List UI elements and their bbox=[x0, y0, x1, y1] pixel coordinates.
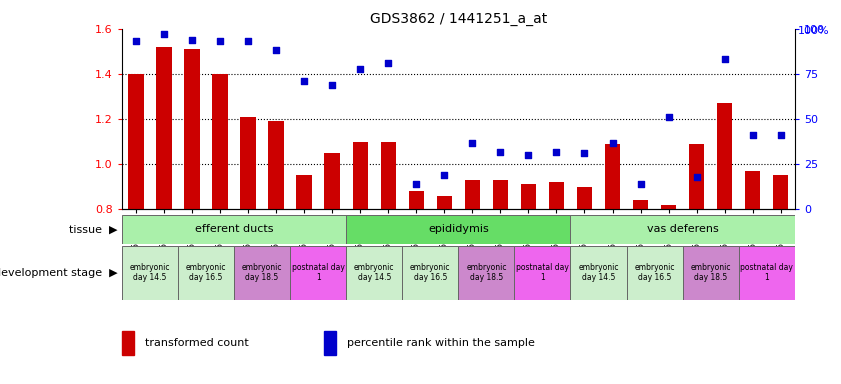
Point bbox=[774, 132, 787, 138]
Bar bbox=[178, 246, 234, 300]
Bar bbox=[632, 200, 648, 209]
Point bbox=[578, 150, 591, 156]
Point bbox=[662, 114, 675, 120]
Text: embryonic
day 18.5: embryonic day 18.5 bbox=[466, 263, 506, 282]
Text: embryonic
day 18.5: embryonic day 18.5 bbox=[242, 263, 283, 282]
Bar bbox=[515, 246, 570, 300]
Point bbox=[746, 132, 759, 138]
Bar bbox=[605, 144, 621, 209]
Text: embryonic
day 14.5: embryonic day 14.5 bbox=[130, 263, 170, 282]
Text: epididymis: epididymis bbox=[428, 224, 489, 235]
Point bbox=[606, 139, 619, 146]
Bar bbox=[717, 103, 733, 209]
Point bbox=[130, 38, 143, 45]
Bar bbox=[268, 121, 283, 209]
Point bbox=[634, 181, 648, 187]
Bar bbox=[212, 74, 228, 209]
Text: embryonic
day 14.5: embryonic day 14.5 bbox=[579, 263, 619, 282]
Bar bbox=[184, 49, 199, 209]
Bar bbox=[409, 191, 424, 209]
Point bbox=[410, 181, 423, 187]
Text: embryonic
day 16.5: embryonic day 16.5 bbox=[634, 263, 674, 282]
Point bbox=[214, 38, 227, 45]
Bar bbox=[128, 74, 144, 209]
Point bbox=[157, 31, 171, 37]
Bar bbox=[661, 205, 676, 209]
Bar bbox=[577, 187, 592, 209]
Bar bbox=[380, 142, 396, 209]
Text: percentile rank within the sample: percentile rank within the sample bbox=[347, 338, 535, 348]
Text: postnatal day
1: postnatal day 1 bbox=[516, 263, 569, 282]
Text: tissue  ▶: tissue ▶ bbox=[69, 224, 118, 235]
Point bbox=[241, 38, 255, 45]
Bar bbox=[290, 246, 346, 300]
Point bbox=[690, 174, 703, 180]
Bar bbox=[156, 47, 172, 209]
Text: efferent ducts: efferent ducts bbox=[195, 224, 273, 235]
Point bbox=[521, 152, 535, 158]
Bar bbox=[458, 246, 515, 300]
Bar bbox=[122, 331, 134, 355]
Text: embryonic
day 14.5: embryonic day 14.5 bbox=[354, 263, 394, 282]
Bar bbox=[122, 246, 178, 300]
Point bbox=[466, 139, 479, 146]
Point bbox=[185, 36, 198, 43]
Point bbox=[382, 60, 395, 66]
Bar bbox=[324, 331, 336, 355]
Bar bbox=[346, 215, 570, 244]
Bar bbox=[402, 246, 458, 300]
Bar bbox=[325, 153, 340, 209]
Text: embryonic
day 18.5: embryonic day 18.5 bbox=[690, 263, 731, 282]
Text: embryonic
day 16.5: embryonic day 16.5 bbox=[410, 263, 451, 282]
Text: postnatal day
1: postnatal day 1 bbox=[292, 263, 345, 282]
Point bbox=[298, 78, 311, 84]
Bar bbox=[745, 171, 760, 209]
Bar bbox=[493, 180, 508, 209]
Bar bbox=[689, 144, 704, 209]
Point bbox=[550, 149, 563, 155]
Point bbox=[325, 82, 339, 88]
Bar bbox=[234, 246, 290, 300]
Point bbox=[353, 65, 367, 71]
Text: transformed count: transformed count bbox=[145, 338, 249, 348]
Bar bbox=[570, 246, 627, 300]
Point bbox=[718, 56, 732, 63]
Bar bbox=[773, 175, 789, 209]
Bar bbox=[570, 215, 795, 244]
Text: development stage  ▶: development stage ▶ bbox=[0, 268, 118, 278]
Bar bbox=[436, 196, 452, 209]
Text: 100%: 100% bbox=[797, 26, 829, 36]
Bar bbox=[296, 175, 312, 209]
Text: postnatal day
1: postnatal day 1 bbox=[740, 263, 793, 282]
Title: GDS3862 / 1441251_a_at: GDS3862 / 1441251_a_at bbox=[370, 12, 547, 26]
Text: vas deferens: vas deferens bbox=[647, 224, 718, 235]
Bar bbox=[627, 246, 683, 300]
Bar bbox=[241, 117, 256, 209]
Bar bbox=[738, 246, 795, 300]
Point bbox=[269, 47, 283, 53]
Point bbox=[437, 172, 451, 178]
Text: embryonic
day 16.5: embryonic day 16.5 bbox=[186, 263, 226, 282]
Bar bbox=[346, 246, 402, 300]
Bar bbox=[122, 215, 346, 244]
Bar bbox=[548, 182, 564, 209]
Bar bbox=[352, 142, 368, 209]
Point bbox=[494, 149, 507, 155]
Bar bbox=[521, 184, 536, 209]
Bar bbox=[683, 246, 738, 300]
Bar bbox=[464, 180, 480, 209]
